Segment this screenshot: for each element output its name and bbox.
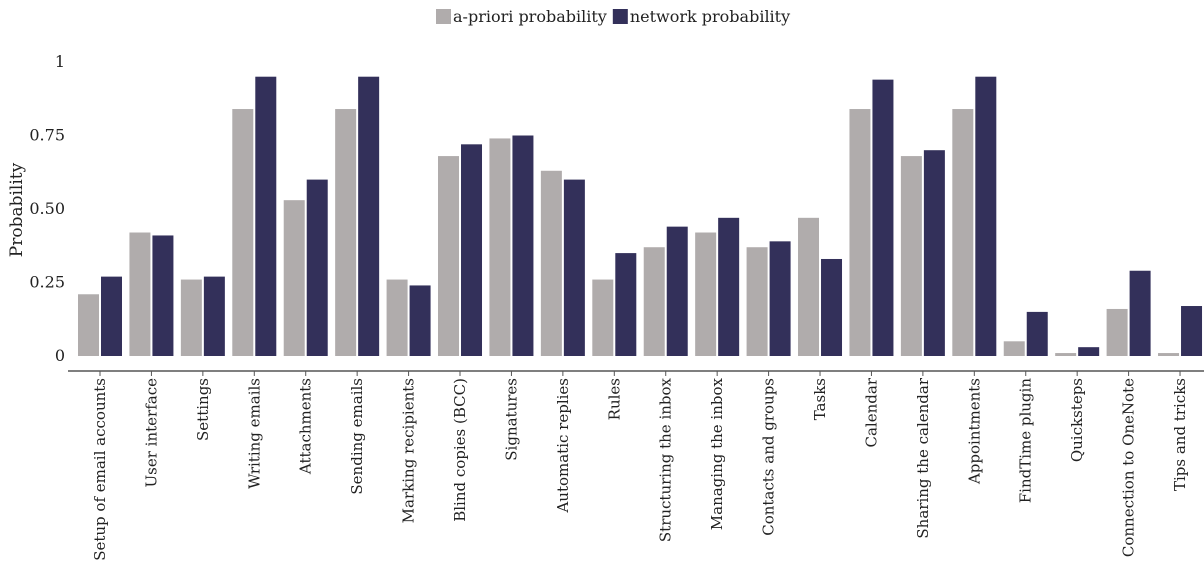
- bar-a-priori: [386, 279, 408, 356]
- bar-a-priori: [540, 170, 562, 356]
- bar-network: [203, 276, 225, 356]
- x-tick-label: Sending emails: [348, 378, 366, 495]
- bar-a-priori: [1106, 308, 1128, 356]
- bar-network: [975, 76, 997, 356]
- y-tick-label: 1: [55, 52, 65, 71]
- bar-network: [255, 76, 277, 356]
- bar-a-priori: [180, 279, 202, 356]
- x-tick-label: FindTime plugin: [1017, 378, 1035, 504]
- y-axis-label: Probability: [7, 162, 27, 257]
- bar-a-priori: [1003, 341, 1025, 356]
- x-tick-label: Settings: [194, 378, 212, 441]
- x-tick-label: Writing emails: [245, 378, 263, 489]
- bar-a-priori: [695, 232, 717, 356]
- bar-a-priori: [592, 279, 614, 356]
- bar-network: [358, 76, 380, 356]
- x-tick-label: Appointments: [965, 378, 983, 485]
- bar-a-priori: [438, 156, 460, 356]
- bar-network: [666, 226, 688, 356]
- bar-network: [101, 276, 122, 356]
- bar-a-priori: [952, 109, 974, 356]
- y-axis: 0 0.25 0.50 0.75 1: [29, 52, 65, 365]
- y-tick-label: 0.75: [29, 126, 65, 145]
- x-tick-label: User interface: [142, 378, 160, 488]
- bar-network: [1026, 311, 1048, 356]
- bars: [78, 76, 1203, 356]
- bar-network: [1078, 347, 1100, 356]
- x-tick-label: Setup of email accounts: [91, 378, 109, 561]
- x-tick-label: Sharing the calendar: [914, 377, 932, 538]
- bar-network: [872, 79, 894, 356]
- x-tick-label: Tips and tricks: [1171, 378, 1189, 491]
- bar-network: [718, 217, 740, 356]
- bar-network: [615, 253, 637, 356]
- bar-network: [563, 179, 585, 356]
- x-axis: Setup of email accounts User interface Set…: [91, 371, 1189, 561]
- bar-network: [512, 135, 534, 356]
- y-tick-label: 0.25: [29, 273, 65, 292]
- y-tick-label: 0.50: [29, 199, 65, 218]
- x-tick-label: Attachments: [297, 378, 315, 475]
- bar-a-priori: [78, 294, 99, 356]
- bar-network: [152, 235, 174, 356]
- x-tick-label: Tasks: [811, 378, 829, 420]
- x-tick-label: Quicksteps: [1068, 378, 1086, 462]
- x-tick-label: Automatic replies: [554, 378, 572, 514]
- bar-a-priori: [746, 247, 768, 356]
- legend: a-priori probability network probability: [436, 7, 790, 26]
- bar-a-priori: [335, 109, 357, 356]
- bar-a-priori: [129, 232, 151, 356]
- bar-a-priori: [232, 109, 254, 356]
- legend-swatch: [612, 9, 628, 24]
- x-tick-label: Managing the inbox: [708, 377, 726, 530]
- legend-entry: a-priori probability: [453, 7, 607, 26]
- bar-network: [821, 258, 843, 356]
- bar-network: [409, 285, 431, 356]
- bar-a-priori: [489, 138, 511, 356]
- bar-network: [461, 144, 483, 356]
- bar-network: [1181, 306, 1203, 356]
- bar-a-priori: [798, 217, 820, 356]
- legend-entry: network probability: [630, 7, 790, 26]
- bar-a-priori: [849, 109, 871, 356]
- x-tick-label: Blind copies (BCC): [451, 378, 469, 522]
- bar-a-priori: [1055, 353, 1077, 356]
- x-tick-label: Contacts and groups: [760, 378, 778, 536]
- x-tick-label: Structuring the inbox: [657, 377, 675, 542]
- y-tick-label: 0: [55, 346, 65, 365]
- bar-network: [923, 150, 945, 356]
- bar-a-priori: [900, 156, 922, 356]
- bar-a-priori: [1158, 353, 1180, 356]
- x-tick-label: Signatures: [502, 378, 520, 461]
- bar-network: [769, 241, 791, 356]
- legend-swatch: [436, 9, 451, 24]
- bar-network: [306, 179, 328, 356]
- bar-network: [1129, 270, 1151, 356]
- x-tick-label: Connection to OneNote: [1120, 378, 1138, 557]
- x-tick-label: Rules: [605, 378, 623, 420]
- bar-a-priori: [643, 247, 665, 356]
- x-tick-label: Calendar: [862, 377, 880, 447]
- bar-a-priori: [283, 200, 305, 356]
- x-tick-label: Marking recipients: [400, 378, 418, 523]
